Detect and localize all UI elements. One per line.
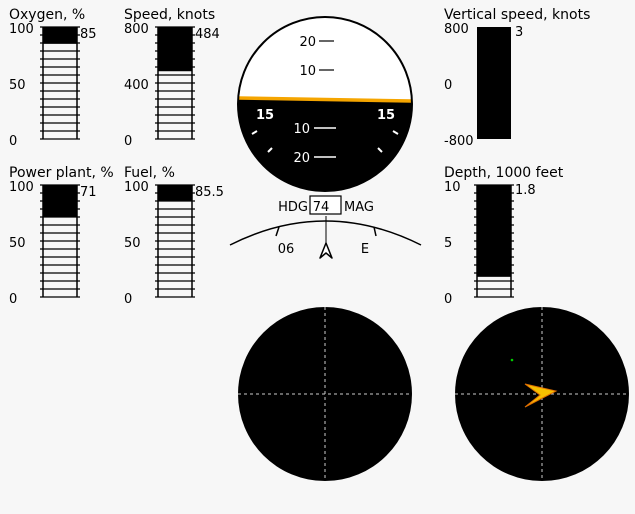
left-radar-scope	[238, 307, 412, 481]
pitch-label-up-20: 20	[299, 35, 316, 50]
roll-tick-right-1	[392, 130, 399, 135]
oxygen-gauge-ladder	[40, 26, 80, 140]
speed-value-label: 484	[195, 27, 220, 42]
heading-arc	[229, 220, 422, 246]
power-plant-gauge-ladder	[40, 184, 80, 298]
depth-gauge: Depth, 1000 feet 10 5 0 1.8	[444, 165, 564, 307]
vertical-speed-gauge-fill	[477, 27, 511, 139]
fuel-gauge: Fuel, % 100 50 0 85.5	[124, 165, 224, 307]
roll-tick-left-2	[267, 147, 273, 153]
depth-tick-top: 10	[444, 180, 461, 195]
power-plant-gauge: Power plant, % 100 50 0 71	[9, 165, 114, 307]
fuel-value-label: 85.5	[195, 185, 224, 200]
oxygen-tick-bottom: 0	[9, 134, 17, 149]
fuel-tick-bottom: 0	[124, 292, 132, 307]
pitch-label-down-10: 10	[293, 122, 310, 137]
power-plant-tick-bottom: 0	[9, 292, 17, 307]
power-plant-value-label: 71	[80, 185, 97, 200]
depth-value-label: 1.8	[515, 183, 536, 198]
heading-value-box	[309, 195, 342, 215]
fuel-gauge-title: Fuel, %	[124, 165, 175, 181]
artificial-horizon-line	[238, 96, 412, 103]
vertical-speed-gauge: Vertical speed, knots 800 0 -800 3	[444, 7, 590, 149]
depth-gauge-fill	[477, 185, 511, 277]
pitch-label-down-20: 20	[293, 151, 310, 166]
speed-gauge-fill	[158, 27, 192, 72]
attitude-bezel	[237, 16, 413, 192]
vertical-speed-tick-bottom: -800	[444, 134, 474, 149]
oxygen-gauge: Oxygen, % 100 50 0 85	[9, 7, 97, 149]
power-plant-tick-mid: 50	[9, 236, 26, 251]
roll-tick-right-2	[377, 147, 383, 153]
roll-label-left: 15	[256, 108, 274, 123]
heading-tick-east	[373, 226, 377, 237]
speed-gauge: Speed, knots 800 400 0 484	[124, 7, 220, 149]
heading-value: 74	[313, 200, 330, 215]
radar-contact-blip	[510, 358, 514, 362]
oxygen-tick-top: 100	[9, 22, 34, 37]
depth-tick-bottom: 0	[444, 292, 452, 307]
fuel-tick-mid: 50	[124, 236, 141, 251]
own-ship-arrow-icon	[524, 383, 558, 408]
right-radar-scope	[455, 307, 629, 481]
power-plant-gauge-title: Power plant, %	[9, 165, 114, 181]
heading-mark-east: E	[361, 242, 369, 257]
power-plant-tick-top: 100	[9, 180, 34, 195]
vertical-speed-tick-mid: 0	[444, 78, 452, 93]
heading-prefix: HDG	[278, 200, 308, 215]
depth-gauge-title: Depth, 1000 feet	[444, 165, 564, 181]
vertical-speed-value-label: 3	[515, 25, 523, 40]
vertical-speed-tick-top: 800	[444, 22, 469, 37]
heading-suffix: MAG	[344, 200, 374, 215]
attitude-ground	[238, 98, 412, 191]
heading-mark-06: 06	[278, 242, 295, 257]
depth-gauge-ladder	[474, 184, 514, 298]
vertical-speed-gauge-title: Vertical speed, knots	[444, 7, 590, 23]
oxygen-gauge-title: Oxygen, %	[9, 7, 85, 23]
speed-gauge-ladder	[155, 26, 195, 140]
fuel-tick-top: 100	[124, 180, 149, 195]
speed-tick-mid: 400	[124, 78, 149, 93]
oxygen-tick-mid: 50	[9, 78, 26, 93]
heading-pointer-icon	[319, 242, 333, 259]
oxygen-value-label: 85	[80, 27, 97, 42]
speed-tick-bottom: 0	[124, 134, 132, 149]
heading-indicator: HDG 74 MAG 06 E	[229, 195, 422, 259]
roll-tick-left-1	[251, 130, 258, 135]
depth-tick-mid: 5	[444, 236, 452, 251]
pitch-label-up-10: 10	[299, 64, 316, 79]
attitude-indicator: 20 10 10 20 15 15	[237, 16, 413, 192]
speed-gauge-title: Speed, knots	[124, 7, 215, 23]
fuel-gauge-ladder	[155, 184, 195, 298]
speed-tick-top: 800	[124, 22, 149, 37]
heading-tick-06	[275, 226, 280, 237]
roll-label-right: 15	[377, 108, 395, 123]
